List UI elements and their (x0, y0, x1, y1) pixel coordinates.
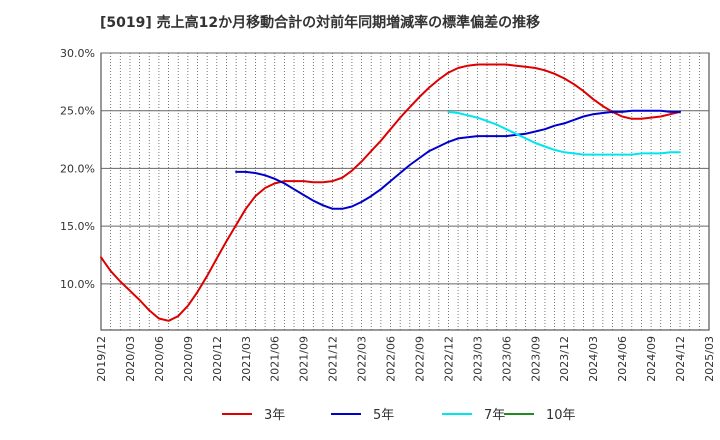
x-tick-label: 2019/12 (95, 336, 108, 382)
grid-lines (101, 52, 709, 330)
x-tick-label: 2020/09 (182, 336, 195, 382)
x-axis-ticks: 2019/12 2020/03 2020/06 2020/09 2020/12 2021/… (95, 336, 716, 382)
x-tick-label: 2023/06 (500, 336, 513, 382)
chart-title: [5019] 売上高12か月移動合計の対前年同期増減率の標準偏差の推移 (100, 15, 541, 31)
legend-label: 3年 (264, 408, 285, 423)
legend-label: 5年 (373, 408, 394, 423)
legend-label: 7年 (484, 408, 505, 423)
x-tick-label: 2020/03 (124, 336, 137, 382)
legend: 3年 5年 7年 10年 (222, 408, 576, 423)
series-line (100, 63, 681, 322)
x-tick-label: 2024/12 (674, 336, 687, 382)
y-tick-label: 15.0% (60, 220, 95, 233)
y-tick-label: 25.0% (60, 105, 95, 118)
x-tick-label: 2022/06 (385, 336, 398, 382)
x-tick-label: 2022/09 (413, 336, 426, 382)
y-tick-label: 10.0% (60, 278, 95, 291)
y-axis-ticks: 10.0% 15.0% 20.0% 25.0% 30.0% (60, 47, 95, 291)
x-tick-label: 2022/03 (356, 336, 369, 382)
x-tick-label: 2023/03 (471, 336, 484, 382)
x-tick-label: 2022/12 (442, 336, 455, 382)
x-tick-label: 2021/09 (298, 336, 311, 382)
series-lines (100, 63, 681, 322)
legend-label: 10年 (546, 408, 576, 423)
series-line (235, 109, 681, 210)
series-line (447, 110, 681, 156)
x-tick-label: 2025/03 (703, 336, 716, 382)
x-tick-label: 2020/06 (153, 336, 166, 382)
y-tick-label: 20.0% (60, 162, 95, 175)
x-tick-label: 2021/06 (269, 336, 282, 382)
x-tick-label: 2024/09 (645, 336, 658, 382)
plot-area (100, 52, 710, 331)
x-tick-label: 2023/12 (558, 336, 571, 382)
x-tick-label: 2024/06 (616, 336, 629, 382)
y-tick-label: 30.0% (60, 47, 95, 60)
x-tick-label: 2021/12 (327, 336, 340, 382)
x-tick-label: 2024/03 (587, 336, 600, 382)
x-tick-label: 2023/09 (529, 336, 542, 382)
x-tick-label: 2021/03 (240, 336, 253, 382)
x-tick-label: 2020/12 (211, 336, 224, 382)
